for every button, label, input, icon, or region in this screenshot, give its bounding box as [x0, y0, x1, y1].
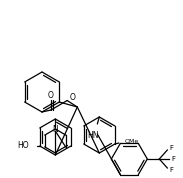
Text: O: O: [48, 91, 54, 101]
Text: O: O: [69, 93, 75, 102]
Text: OMe: OMe: [125, 139, 139, 144]
Text: F: F: [169, 145, 173, 151]
Text: F: F: [169, 167, 173, 173]
Text: HN: HN: [88, 131, 99, 140]
Text: N: N: [53, 124, 58, 134]
Text: F: F: [171, 156, 175, 162]
Text: HO: HO: [17, 142, 29, 151]
